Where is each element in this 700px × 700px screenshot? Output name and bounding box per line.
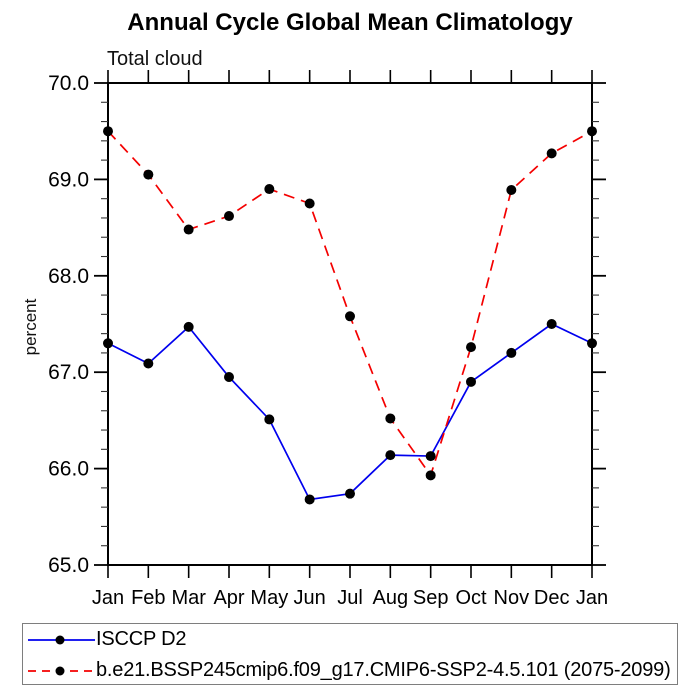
chart-subtitle: Total cloud: [107, 48, 203, 70]
svg-text:68.0: 68.0: [48, 265, 89, 288]
svg-text:67.0: 67.0: [48, 361, 89, 384]
svg-text:Jun: Jun: [294, 587, 326, 609]
legend-item-isccp: ISCCP D2: [23, 624, 677, 655]
y-axis-minor-ticks: [101, 101, 599, 547]
x-axis-ticks: [107, 70, 593, 578]
legend-item-model: b.e21.BSSP245cmip6.f09_g17.CMIP6-SSP2-4.…: [23, 655, 677, 686]
svg-text:Jul: Jul: [337, 587, 363, 609]
svg-text:Feb: Feb: [131, 587, 165, 609]
legend-label: ISCCP D2: [96, 628, 187, 650]
svg-text:Sep: Sep: [413, 587, 449, 609]
svg-text:Jan: Jan: [92, 587, 124, 609]
solid-line-marker-icon: [28, 635, 95, 644]
svg-text:Dec: Dec: [534, 587, 570, 609]
svg-text:66.0: 66.0: [48, 458, 89, 481]
chart-title: Annual Cycle Global Mean Climatology: [127, 9, 573, 36]
svg-text:May: May: [250, 587, 288, 609]
series-line-0: [107, 323, 593, 501]
series-line-1: [107, 130, 593, 478]
legend-box: ISCCP D2 b.e21.BSSP245cmip6.f09_g17.CMIP…: [22, 623, 678, 685]
y-tick-labels: 65.0 66.0 67.0 68.0 69.0 70.0: [48, 72, 89, 577]
svg-text:Oct: Oct: [455, 587, 487, 609]
svg-text:70.0: 70.0: [48, 72, 89, 95]
series-markers-1: [103, 126, 597, 481]
svg-text:65.0: 65.0: [48, 554, 89, 577]
svg-text:Nov: Nov: [494, 587, 530, 609]
svg-text:69.0: 69.0: [48, 168, 89, 191]
svg-text:Jan: Jan: [576, 587, 608, 609]
legend-label: b.e21.BSSP245cmip6.f09_g17.CMIP6-SSP2-4.…: [96, 659, 671, 681]
x-tick-labels: Jan Feb Mar Apr May Jun Jul Aug Sep Oct Nov Dec Jan: [92, 587, 608, 609]
svg-text:Aug: Aug: [373, 587, 409, 609]
series-markers-0: [103, 319, 597, 505]
y-axis-ticks: [94, 82, 606, 566]
dashed-line-marker-icon: [28, 666, 95, 675]
svg-text:Mar: Mar: [171, 587, 206, 609]
svg-text:Apr: Apr: [213, 587, 244, 609]
